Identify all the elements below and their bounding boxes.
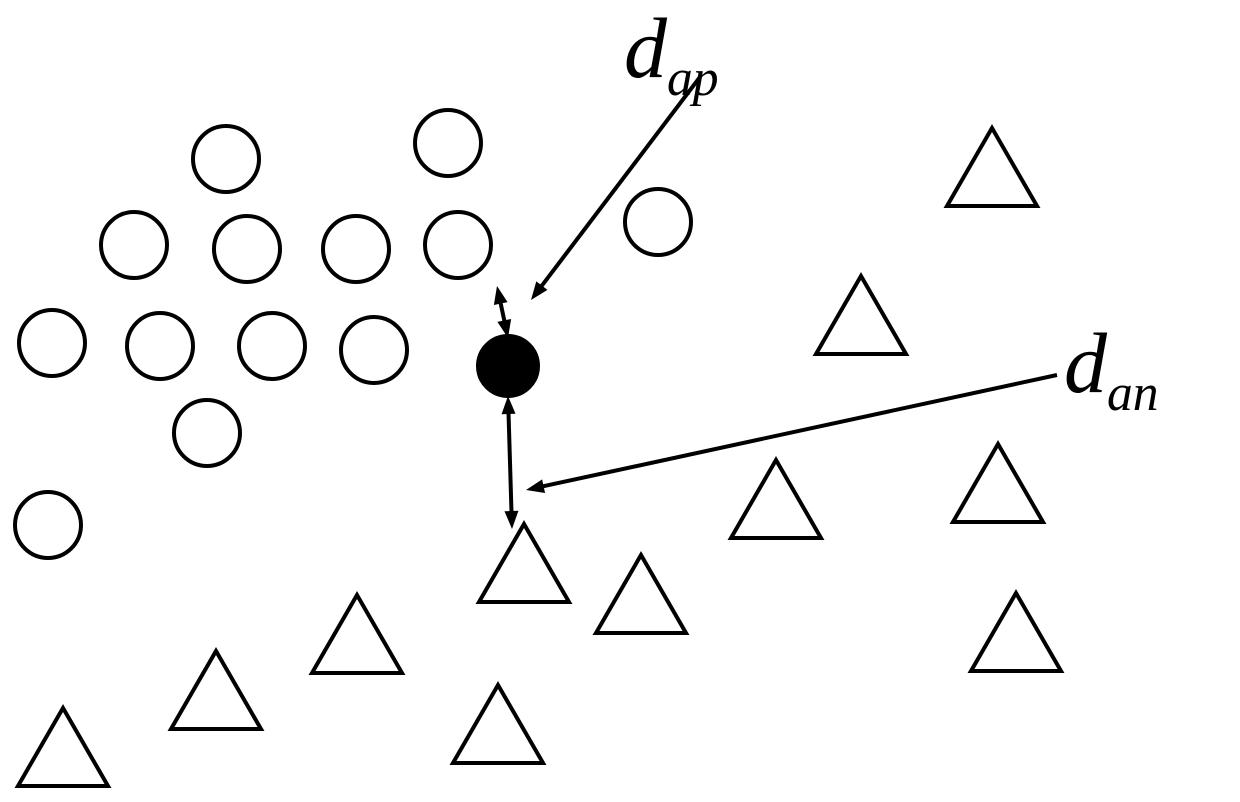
pointer-ap: [531, 77, 700, 300]
triangle-10: [18, 708, 108, 786]
triangle-2: [731, 460, 821, 538]
distance-ap-segment: [494, 286, 511, 338]
pointer-an: [526, 375, 1057, 493]
triangle-4: [479, 524, 569, 602]
open-circle-10: [341, 317, 407, 383]
open-circle-12: [15, 492, 81, 558]
diagram-stage: dap dan: [0, 0, 1240, 802]
open-circle-1: [415, 110, 481, 176]
open-circle-8: [127, 313, 193, 379]
open-circle-3: [101, 212, 167, 278]
triangle-7: [971, 593, 1061, 671]
open-circle-9: [239, 313, 305, 379]
label-d-ap: dap: [624, 5, 719, 105]
triangle-0: [947, 128, 1037, 206]
open-circle-4: [214, 216, 280, 282]
open-circle-2: [625, 189, 691, 255]
triangle-3: [953, 444, 1043, 522]
triangle-8: [171, 651, 261, 729]
open-circle-6: [425, 212, 491, 278]
distance-an-segment: [502, 396, 519, 529]
label-d-ap-sub: ap: [667, 50, 719, 107]
label-d-an-main: d: [1064, 315, 1107, 411]
label-d-an: dan: [1064, 320, 1159, 420]
triangle-5: [596, 555, 686, 633]
label-d-ap-main: d: [624, 0, 667, 96]
triangle-9: [453, 685, 543, 763]
open-circle-7: [19, 310, 85, 376]
open-circle-0: [193, 126, 259, 192]
triangle-1: [816, 276, 906, 354]
svg-canvas: [0, 0, 1240, 802]
open-circle-5: [323, 216, 389, 282]
open-circle-11: [174, 400, 240, 466]
anchor-point: [478, 336, 538, 396]
label-d-an-sub: an: [1107, 365, 1159, 422]
triangle-6: [312, 595, 402, 673]
